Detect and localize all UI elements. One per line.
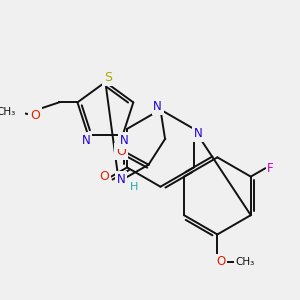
Text: O: O <box>116 145 126 158</box>
Text: N: N <box>117 173 125 186</box>
Text: O: O <box>99 170 109 183</box>
Text: F: F <box>267 162 274 175</box>
Text: N: N <box>153 100 162 113</box>
Text: O: O <box>216 256 226 268</box>
Text: O: O <box>30 109 40 122</box>
Text: N: N <box>82 134 91 147</box>
Text: H: H <box>130 182 138 192</box>
Text: CH₃: CH₃ <box>0 106 16 116</box>
Text: N: N <box>120 134 129 147</box>
Text: CH₃: CH₃ <box>235 257 254 267</box>
Text: S: S <box>104 71 112 84</box>
Text: N: N <box>194 127 203 140</box>
